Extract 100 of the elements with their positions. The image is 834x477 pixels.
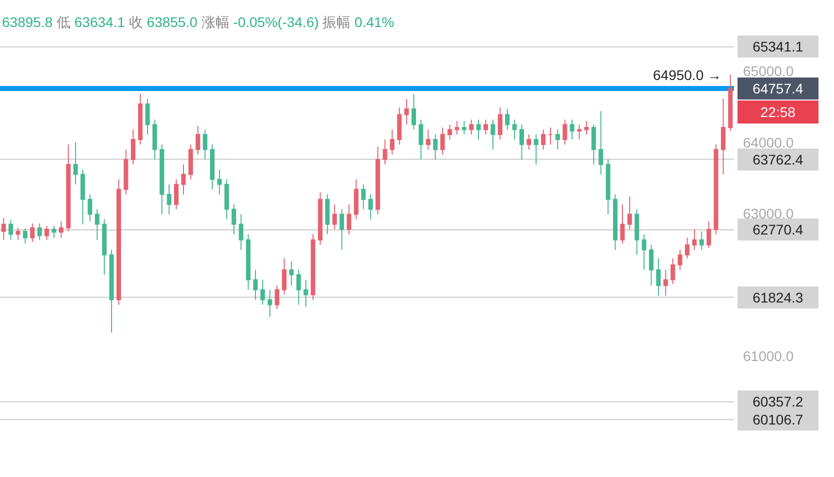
candlestick xyxy=(181,164,186,195)
candlestick xyxy=(714,144,718,235)
candlestick xyxy=(519,124,524,160)
candlestick xyxy=(202,129,208,160)
candlestick xyxy=(160,144,164,215)
candlestick xyxy=(109,249,114,333)
candlestick xyxy=(52,225,56,238)
candlestick xyxy=(73,142,78,185)
candlestick xyxy=(354,178,358,220)
candlestick xyxy=(332,204,337,230)
candlestick xyxy=(94,208,100,240)
ref-line-label: 62770.4 xyxy=(752,222,804,238)
candlestick xyxy=(44,225,50,240)
candlestick xyxy=(663,269,668,296)
candlestick xyxy=(526,134,532,150)
candlestick xyxy=(138,93,143,146)
candlestick xyxy=(346,204,352,235)
candlestick xyxy=(16,227,20,240)
candlestick xyxy=(591,124,596,165)
candlestick xyxy=(361,184,366,210)
ref-line-label: 60106.7 xyxy=(752,412,804,428)
candlestick xyxy=(318,192,322,246)
candlestick xyxy=(634,208,640,256)
candlestick xyxy=(670,258,676,285)
candlestick xyxy=(145,98,150,136)
candlestick xyxy=(188,144,193,180)
candlestick xyxy=(130,129,136,165)
candlestick xyxy=(210,144,215,190)
ref-line-label: 61824.3 xyxy=(752,290,804,306)
annotation: 64950.0 → xyxy=(653,67,722,83)
candlestick xyxy=(88,194,92,222)
y-tick-label: 61000.0 xyxy=(743,348,794,364)
candlestick xyxy=(217,168,222,195)
candlestick xyxy=(310,234,316,300)
y-tick-label: 65000.0 xyxy=(743,63,794,80)
candlestick xyxy=(368,194,373,220)
candlestick xyxy=(390,129,394,155)
candlestick xyxy=(246,234,251,290)
ref-line-label: 64757.4 xyxy=(752,80,804,96)
candlestick xyxy=(505,108,510,130)
ref-line-label: 63762.4 xyxy=(752,152,804,168)
candlestick xyxy=(534,134,538,165)
candlestick xyxy=(253,269,258,300)
candlestick xyxy=(555,129,560,150)
candlestick xyxy=(656,258,661,296)
candlestick xyxy=(699,230,704,250)
y-tick-label: 64000.0 xyxy=(743,134,794,150)
candlestick xyxy=(268,289,272,318)
candlestick xyxy=(684,237,690,259)
candlestick xyxy=(418,119,424,160)
candlestick xyxy=(512,119,517,140)
candlestick xyxy=(274,284,280,310)
candlestick xyxy=(1,217,6,240)
candlestick xyxy=(102,218,107,276)
candlestick xyxy=(30,223,35,243)
candlestick xyxy=(706,220,712,248)
candlestick xyxy=(304,279,308,308)
candlestick xyxy=(196,126,200,155)
candlestick xyxy=(433,134,438,160)
candlestick xyxy=(728,74,733,132)
y-tick-label: 63000.0 xyxy=(743,205,794,222)
ref-line-label: 60357.2 xyxy=(752,394,804,410)
candlestick xyxy=(116,178,121,306)
candlestick xyxy=(720,98,726,175)
candlestick xyxy=(382,139,388,165)
candlestick xyxy=(498,107,502,140)
candlestick xyxy=(483,119,488,136)
candlestick xyxy=(224,178,229,220)
candlestick xyxy=(260,279,265,306)
candlestick xyxy=(598,110,604,175)
text: 63895.8 低 63634.1 收 63855.0 涨幅 -0.05%(-34.6) 振幅 0.41% xyxy=(2,14,394,30)
candlestick xyxy=(80,168,86,225)
candlestick xyxy=(584,120,589,136)
candlestick xyxy=(412,93,416,130)
candlestick xyxy=(58,220,64,238)
candlestick xyxy=(152,119,157,160)
candlestick xyxy=(620,204,625,244)
candlestick xyxy=(454,120,460,136)
candlestick xyxy=(289,260,294,286)
candlestick xyxy=(238,214,244,250)
ref-line-label: 65341.1 xyxy=(752,38,804,54)
candlestick xyxy=(606,158,610,215)
candlestick xyxy=(340,208,344,250)
candlestick xyxy=(232,204,236,235)
candlestick xyxy=(404,98,409,126)
candlestick xyxy=(541,129,546,150)
candlestick xyxy=(166,184,172,215)
candlestick xyxy=(570,119,574,140)
candlestick xyxy=(642,234,646,270)
text: 22:58 xyxy=(760,104,796,120)
candlestick xyxy=(648,244,654,286)
candlestick xyxy=(627,196,632,230)
candlestick xyxy=(440,126,445,155)
candlestick xyxy=(174,178,179,210)
candlestick xyxy=(577,124,582,140)
candlestick xyxy=(397,107,402,146)
candlestick xyxy=(37,223,42,240)
candlestick xyxy=(426,129,430,150)
candlestick xyxy=(678,249,682,270)
candlestick xyxy=(296,269,301,306)
